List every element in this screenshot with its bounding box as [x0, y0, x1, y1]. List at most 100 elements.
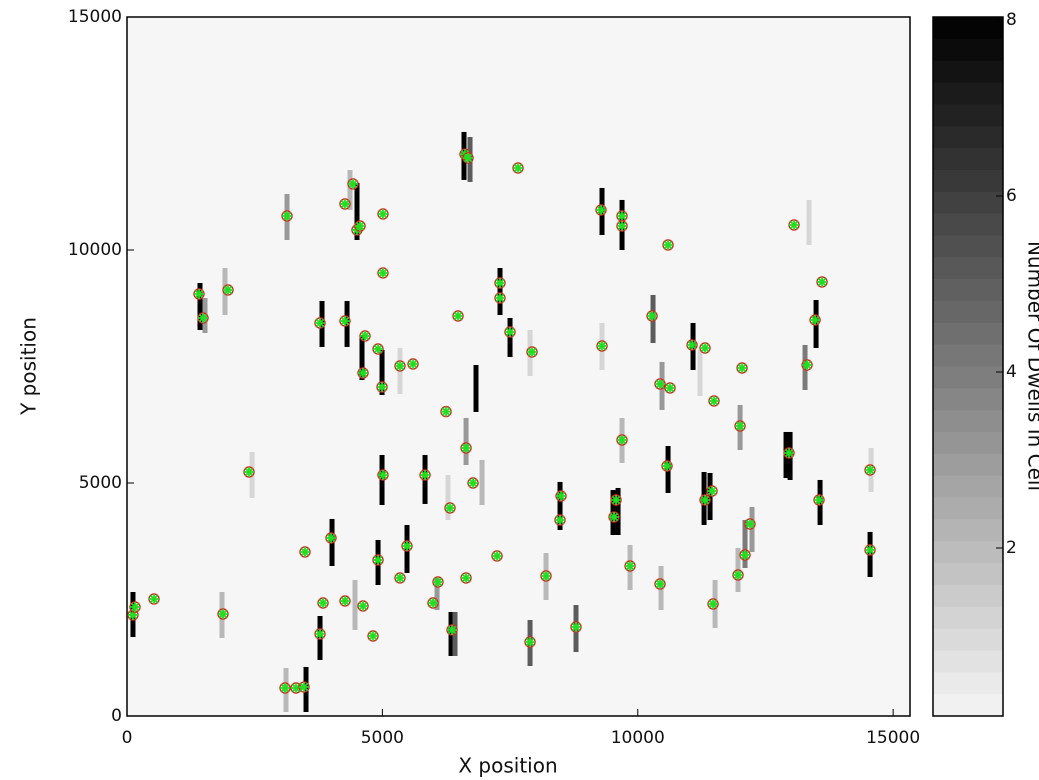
- position-marker: [662, 239, 674, 251]
- marker-star: [555, 515, 566, 525]
- position-marker: [554, 514, 566, 526]
- marker-star: [194, 288, 205, 299]
- position-marker: [298, 681, 310, 693]
- position-marker: [706, 485, 718, 497]
- colorbar-stripe: [933, 432, 1003, 455]
- marker-star: [865, 464, 876, 475]
- colorbar-stripe: [933, 475, 1003, 499]
- position-marker: [624, 560, 636, 572]
- colorbar-stripe: [933, 628, 1003, 652]
- colorbar-stripe: [933, 650, 1003, 673]
- marker-star: [339, 595, 350, 606]
- position-marker: [377, 208, 389, 220]
- position-marker: [317, 597, 329, 609]
- colorbar-stripe: [933, 563, 1003, 586]
- marker-star: [817, 276, 828, 287]
- marker-star: [291, 682, 302, 693]
- marker-star: [625, 560, 636, 571]
- colorbar-stripe: [933, 104, 1003, 127]
- marker-star: [735, 421, 746, 432]
- colorbar-stripe: [933, 344, 1003, 368]
- marker-star: [446, 624, 457, 635]
- marker-star: [655, 578, 666, 589]
- colorbar-stripe: [933, 366, 1003, 389]
- marker-star: [617, 221, 628, 232]
- position-marker: [654, 378, 666, 390]
- position-marker: [279, 682, 291, 694]
- colorbar-stripe: [933, 519, 1003, 542]
- position-marker: [654, 578, 666, 590]
- dwell-cell: [463, 417, 469, 466]
- position-marker: [708, 395, 720, 407]
- marker-star: [709, 395, 720, 406]
- position-marker: [699, 342, 711, 354]
- marker-star: [130, 602, 141, 613]
- marker-star: [707, 485, 718, 496]
- dwell-cell: [749, 506, 755, 553]
- colorbar-tick-label: 8: [1006, 10, 1017, 30]
- marker-star: [315, 317, 326, 328]
- plot-frame: [126, 16, 911, 717]
- position-marker: [732, 569, 744, 581]
- dwell-cell: [445, 474, 451, 521]
- colorbar-stripe: [933, 410, 1003, 433]
- dwell-cell: [658, 565, 664, 610]
- dwell-cell: [707, 472, 713, 521]
- colorbar-stripe: [933, 322, 1003, 346]
- marker-star: [348, 178, 359, 189]
- dwell-cell: [806, 199, 812, 245]
- x-tick-label: 10000: [611, 728, 665, 748]
- position-marker: [314, 317, 326, 329]
- position-marker: [419, 469, 431, 481]
- position-marker: [788, 219, 800, 231]
- marker-star: [463, 152, 474, 163]
- marker-star: [802, 360, 813, 371]
- dwell-cell: [354, 182, 360, 240]
- marker-star: [513, 162, 524, 173]
- position-marker: [407, 358, 419, 370]
- position-marker: [707, 598, 719, 610]
- marker-star: [541, 570, 552, 581]
- marker-star: [611, 495, 622, 506]
- marker-star: [745, 519, 756, 530]
- marker-star: [360, 330, 371, 341]
- position-marker: [460, 572, 472, 584]
- marker-star: [865, 545, 876, 556]
- position-marker: [129, 601, 141, 613]
- marker-star: [395, 360, 406, 371]
- colorbar-stripe: [933, 235, 1003, 258]
- colorbar-stripe: [933, 257, 1003, 280]
- position-marker: [339, 315, 351, 327]
- marker-star: [395, 572, 406, 583]
- position-marker: [864, 544, 876, 556]
- position-marker: [376, 381, 388, 393]
- marker-star: [149, 593, 160, 604]
- dwell-cell: [197, 282, 203, 330]
- position-marker: [734, 420, 746, 432]
- dwell-cell: [359, 334, 365, 380]
- x-tick-label: 15000: [866, 728, 920, 748]
- position-marker: [646, 310, 658, 322]
- marker-star: [377, 382, 388, 393]
- marker-star: [700, 495, 711, 506]
- colorbar-tick-label: 6: [1006, 186, 1017, 206]
- position-marker: [610, 494, 622, 506]
- marker-star: [339, 315, 350, 326]
- position-marker: [816, 276, 828, 288]
- colorbar-tick-label: 4: [1006, 362, 1017, 382]
- position-marker: [739, 549, 751, 561]
- position-marker: [440, 405, 452, 418]
- marker-star: [525, 636, 536, 647]
- position-marker: [540, 570, 552, 582]
- marker-star: [441, 406, 452, 417]
- marker-star: [315, 628, 326, 639]
- marker-star: [300, 546, 311, 557]
- marker-star: [647, 310, 658, 321]
- position-marker: [555, 490, 567, 502]
- marker-star: [495, 277, 506, 288]
- colorbar-stripe: [933, 606, 1003, 630]
- marker-star: [597, 340, 608, 351]
- marker-star: [740, 549, 751, 560]
- dwell-cell: [787, 431, 793, 480]
- position-marker: [783, 447, 795, 459]
